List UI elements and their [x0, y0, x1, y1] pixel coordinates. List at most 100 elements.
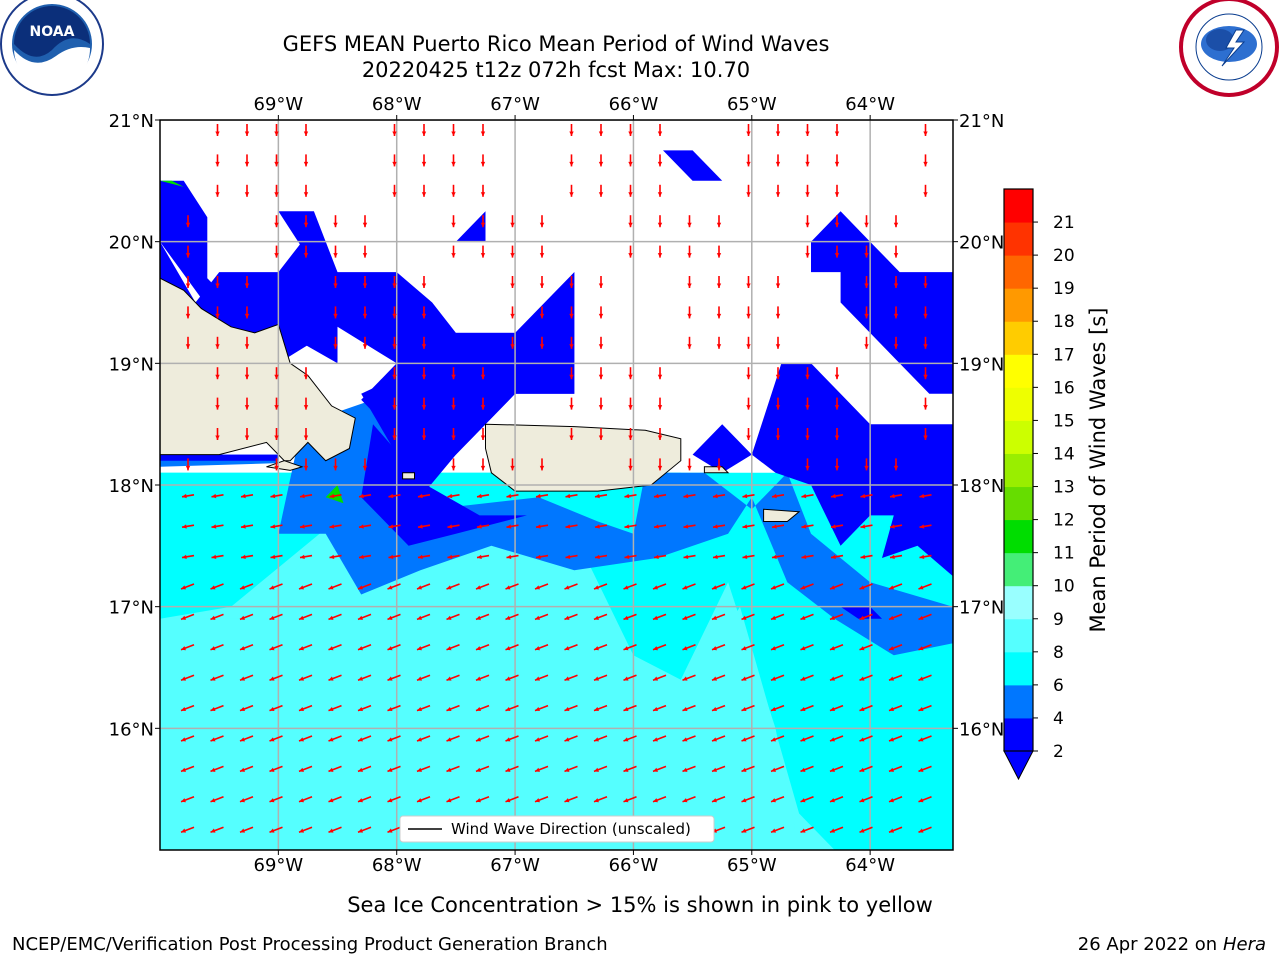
wind-wave-arrow [180, 735, 195, 742]
wind-wave-arrow [770, 735, 785, 742]
wind-wave-arrow [392, 336, 397, 349]
wind-wave-arrow [624, 493, 637, 499]
wind-wave-arrow [239, 704, 254, 712]
wind-wave-arrow [893, 215, 899, 228]
wind-wave-arrow [357, 826, 372, 833]
wind-wave-arrow [628, 124, 633, 136]
colorbar-tick-label: 10 [1053, 577, 1075, 597]
wind-wave-arrow [859, 613, 873, 621]
wind-wave-arrow [244, 428, 250, 440]
wind-wave-arrow [657, 397, 663, 410]
wind-wave-arrow [446, 765, 460, 773]
wind-wave-arrow [215, 397, 220, 410]
wind-wave-arrow [805, 397, 810, 410]
wind-wave-arrow [860, 554, 873, 560]
wind-wave-arrow [829, 765, 844, 773]
wind-wave-arrow [181, 554, 195, 560]
wind-wave-arrow [480, 428, 486, 440]
wind-wave-arrow [180, 674, 195, 681]
wind-wave-arrow [303, 184, 309, 197]
wind-wave-arrow [652, 674, 667, 681]
wind-wave-arrow [244, 336, 250, 349]
colorbar-tick-label: 8 [1053, 643, 1064, 663]
wind-wave-arrow [593, 674, 608, 681]
wind-wave-arrow [569, 184, 574, 197]
wind-wave-arrow [303, 124, 309, 136]
wind-wave-arrow [859, 644, 873, 651]
wind-wave-arrow [274, 184, 279, 197]
colorbar-tick-label: 19 [1053, 279, 1075, 299]
wind-wave-arrow [805, 458, 810, 471]
wind-wave-arrow [859, 735, 873, 742]
wind-wave-arrow [623, 583, 637, 590]
wind-wave-arrow [446, 644, 460, 651]
wind-wave-arrow [800, 796, 814, 803]
wind-wave-arrow [805, 367, 810, 380]
wind-wave-arrow [239, 735, 254, 742]
wind-wave-arrow [210, 704, 224, 712]
period-band-10-11 [325, 485, 344, 504]
wind-wave-arrow [834, 184, 840, 197]
wind-wave-arrow [800, 826, 814, 833]
wind-wave-arrow [299, 493, 313, 499]
wind-wave-arrow [451, 215, 456, 228]
wind-wave-arrow [210, 796, 224, 803]
wind-wave-arrow [800, 583, 814, 590]
wind-wave-arrow [269, 613, 283, 621]
wind-wave-arrow [357, 674, 372, 681]
wind-wave-arrow [859, 583, 873, 590]
wind-wave-arrow [598, 336, 604, 349]
colorbar-segment [1004, 618, 1033, 653]
colorbar-segment [1004, 288, 1033, 322]
wind-wave-arrow [388, 524, 401, 529]
land-hispaniola [160, 277, 356, 462]
wind-wave-arrow [565, 524, 578, 529]
wind-wave-arrow [564, 644, 578, 651]
lon-label-top: 65°W [727, 94, 777, 115]
wind-wave-arrow [746, 397, 751, 410]
wind-wave-arrow [298, 674, 313, 681]
wind-wave-arrow [716, 306, 722, 319]
wind-wave-arrow [918, 826, 932, 833]
wind-wave-arrow [623, 704, 637, 712]
wind-wave-arrow [329, 493, 342, 499]
wind-wave-arrow [534, 613, 549, 621]
colorbar-tick-label: 6 [1053, 676, 1064, 696]
wind-wave-arrow [598, 367, 604, 380]
wind-wave-arrow [210, 613, 224, 621]
wind-wave-arrow [657, 458, 663, 471]
wind-wave-arrow [569, 336, 574, 349]
wind-wave-arrow [392, 124, 397, 136]
wind-wave-arrow [421, 306, 427, 319]
wind-wave-arrow [269, 583, 283, 590]
wind-wave-arrow [746, 306, 751, 319]
wind-wave-arrow [303, 245, 309, 258]
wind-wave-arrow [451, 367, 456, 380]
wind-wave-arrow [274, 245, 279, 258]
wind-wave-arrow [362, 458, 368, 471]
wind-wave-arrow [387, 674, 401, 681]
wind-wave-arrow [181, 524, 195, 529]
wind-wave-arrow [333, 215, 338, 228]
wind-wave-arrow [534, 704, 549, 712]
wind-wave-arrow [712, 524, 726, 529]
wind-wave-arrow [181, 493, 195, 499]
wind-wave-arrow [357, 735, 372, 742]
period-band-0-2-k [160, 454, 279, 461]
wind-wave-arrow [565, 554, 578, 560]
wind-wave-arrow [269, 796, 283, 803]
wind-wave-arrow [451, 124, 456, 136]
wind-wave-arrow [387, 583, 401, 590]
wind-wave-arrow [652, 644, 667, 651]
wind-wave-arrow [210, 674, 224, 681]
wind-wave-arrow [628, 154, 633, 167]
wind-wave-arrow [416, 583, 431, 590]
colorbar-segment [1004, 486, 1033, 521]
wind-wave-arrow [800, 674, 814, 681]
period-band-0-2-e [455, 211, 486, 242]
wind-wave-arrow [421, 184, 427, 197]
wind-wave-arrow [210, 644, 224, 651]
wind-wave-arrow [569, 154, 574, 167]
wind-wave-arrow [298, 826, 313, 833]
wind-wave-arrow [746, 154, 751, 167]
